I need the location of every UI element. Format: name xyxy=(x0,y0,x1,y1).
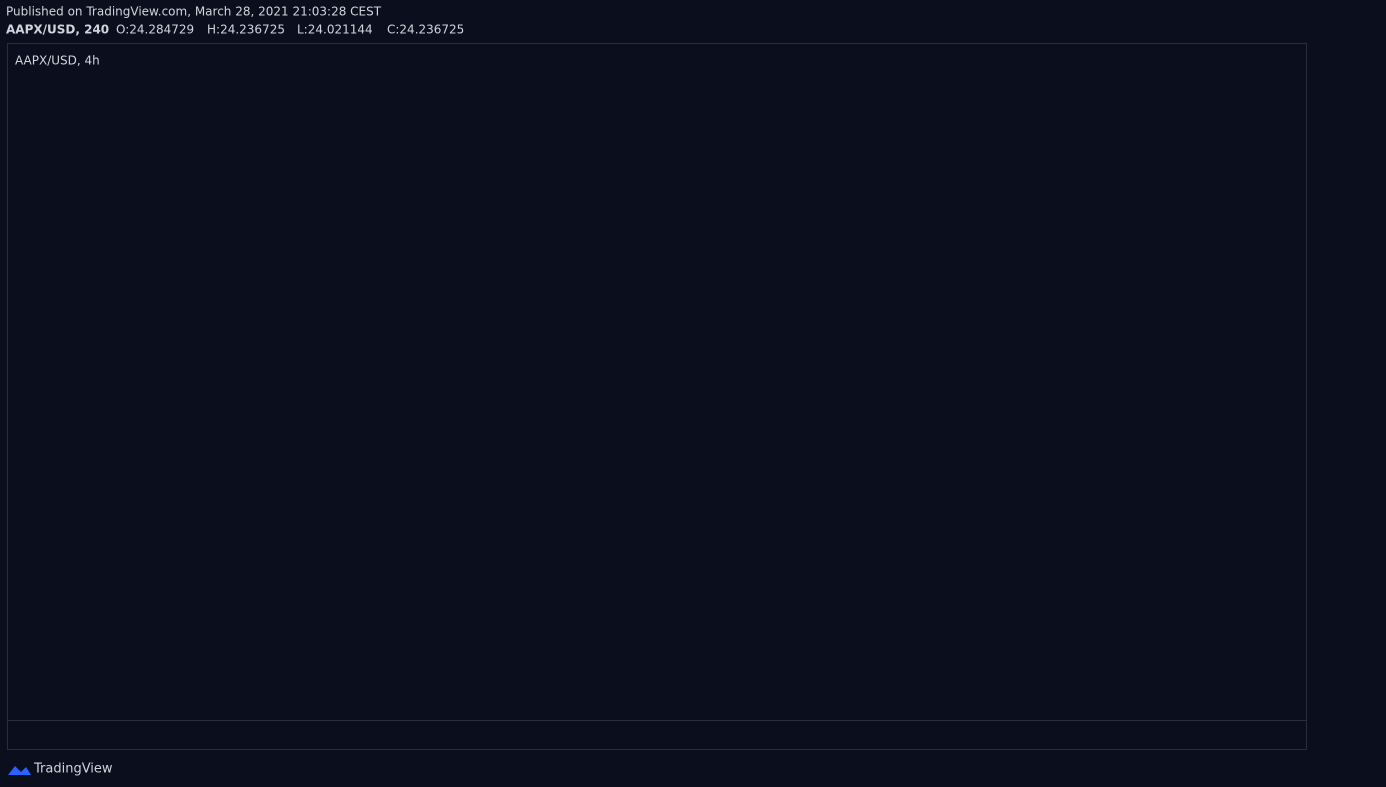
legend: AAPX/USD, 4h xyxy=(15,54,100,68)
logo-text: TradingView xyxy=(33,762,113,777)
symbol-line: AAPX/USD, 240 xyxy=(6,23,109,37)
ohlc-low: L:24.021144 xyxy=(297,23,373,37)
logo-icon xyxy=(8,766,31,775)
published-line: Published on TradingView.com, March 28, … xyxy=(6,5,382,19)
ohlc-open: O:24.284729 xyxy=(116,23,194,37)
logo[interactable]: TradingView xyxy=(8,762,113,777)
ohlc-high: H:24.236725 xyxy=(207,23,285,37)
plot-frame xyxy=(7,43,1307,750)
ohlc-close: C:24.236725 xyxy=(387,23,464,37)
